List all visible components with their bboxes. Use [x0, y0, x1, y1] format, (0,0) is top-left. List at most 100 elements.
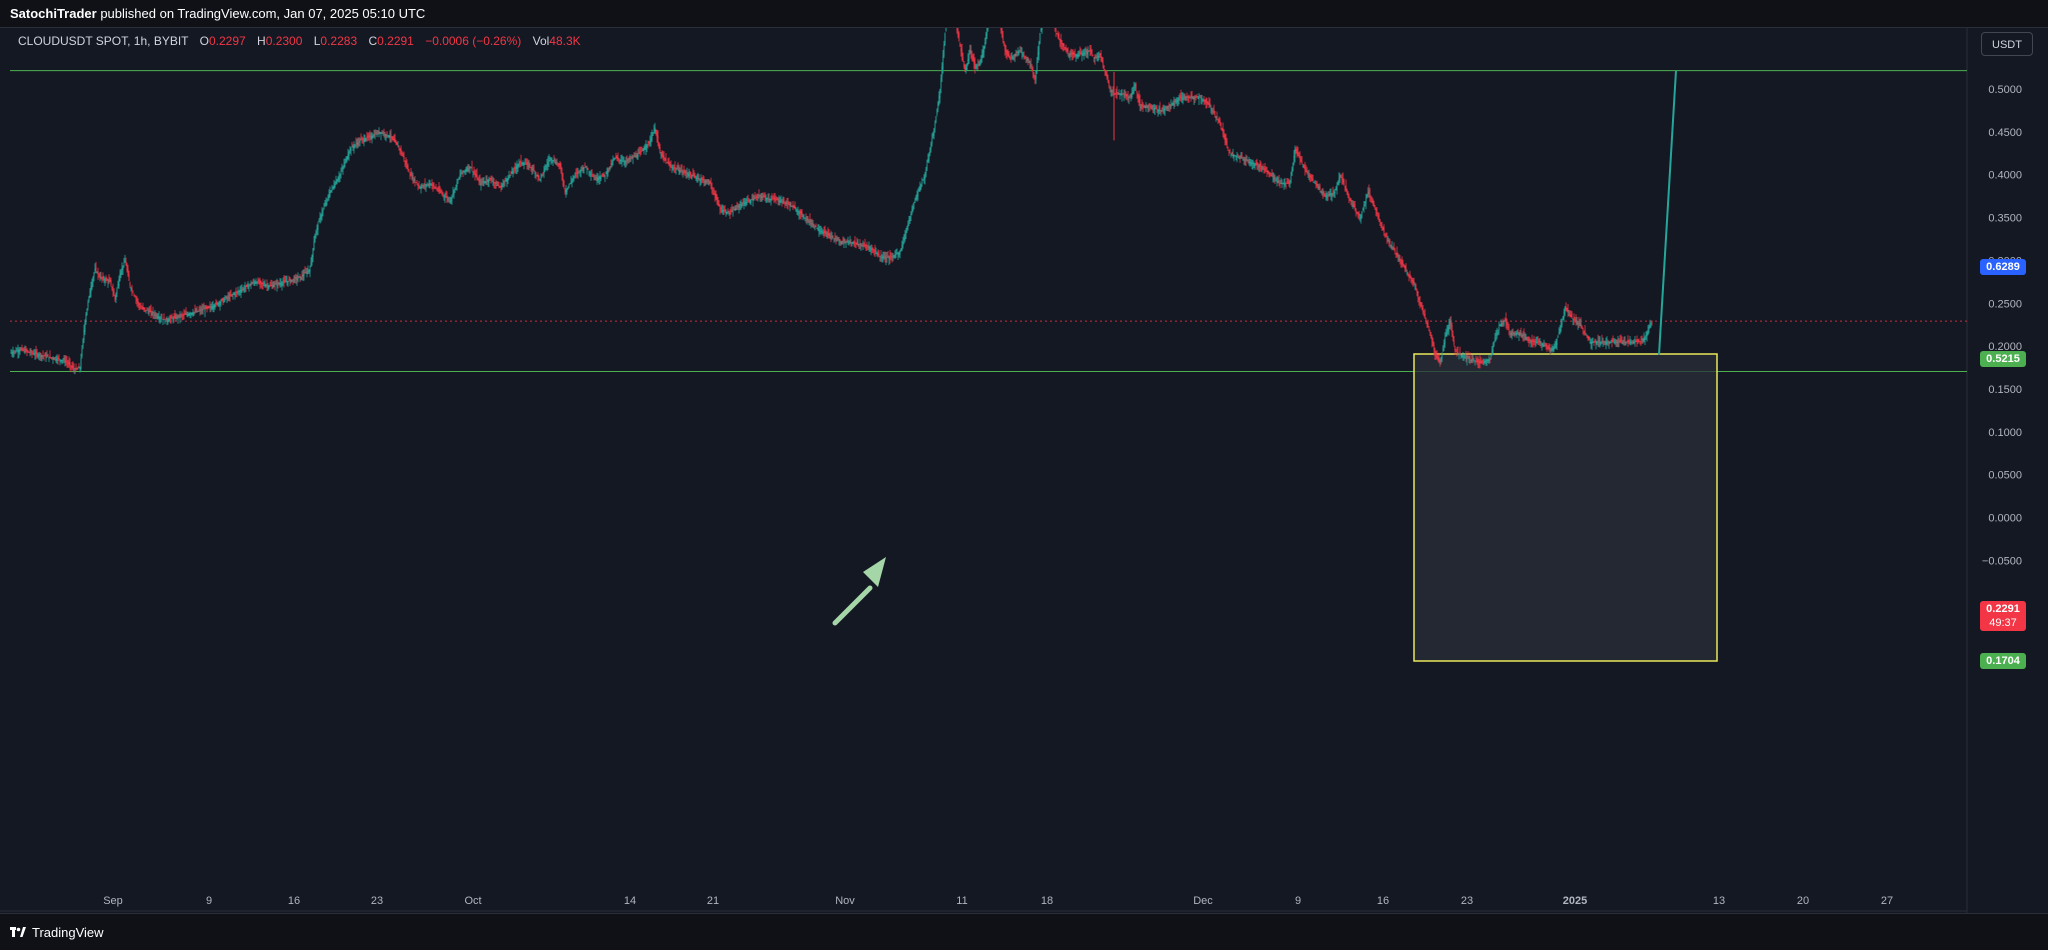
candle-body: [1479, 360, 1481, 364]
candle-body: [474, 173, 476, 175]
candle-body: [1370, 198, 1372, 200]
candle-body: [1224, 135, 1226, 141]
candle-body: [276, 284, 278, 287]
candle-body: [1382, 227, 1384, 230]
candle-body: [1580, 322, 1582, 327]
candle-body: [421, 186, 423, 188]
time-axis-label: 2025: [1563, 895, 1587, 907]
candle-body: [943, 44, 945, 56]
candle-body: [314, 234, 316, 243]
candle-body: [756, 196, 758, 198]
candle-body: [1333, 192, 1335, 195]
candle-body: [53, 358, 55, 360]
candle-body: [264, 284, 266, 287]
author-name[interactable]: SatochiTrader: [10, 6, 97, 21]
candle-body: [1407, 273, 1409, 275]
candle-body: [132, 292, 134, 294]
candle-body: [308, 269, 310, 272]
candle-body: [1413, 281, 1415, 285]
candle-body: [1528, 339, 1530, 341]
candle-body: [1268, 173, 1270, 175]
candle-body: [1326, 195, 1328, 198]
candle-body: [1565, 306, 1567, 310]
candle-body: [1503, 321, 1505, 325]
candle-body: [1203, 99, 1205, 101]
candle-body: [1617, 341, 1619, 343]
candle-body: [880, 255, 882, 257]
candle-body: [498, 185, 500, 187]
symbol-name[interactable]: CLOUDUSDT SPOT, 1h, BYBIT: [18, 34, 189, 48]
candle-body: [1243, 159, 1245, 160]
candle-body: [757, 196, 759, 198]
candle-body: [1341, 178, 1343, 180]
publish-header: SatochiTrader published on TradingView.c…: [0, 0, 2048, 28]
candle-body: [1552, 347, 1554, 351]
candle-body: [821, 231, 823, 233]
candle-body: [1410, 277, 1412, 280]
candle-body: [439, 190, 441, 192]
candle-body: [1480, 361, 1482, 363]
candle-body: [662, 154, 664, 158]
candle-body: [487, 179, 489, 183]
candle-body: [755, 197, 757, 199]
candle-body: [1241, 155, 1243, 159]
candle-body: [769, 198, 771, 200]
candle-body: [1201, 99, 1203, 101]
candle-body: [1160, 109, 1162, 112]
candle-body: [1066, 49, 1068, 51]
candle-body: [1539, 341, 1541, 343]
candle-body: [382, 133, 384, 135]
currency-button[interactable]: USDT: [1981, 32, 2033, 56]
candle-body: [890, 256, 892, 258]
candle-body: [1184, 97, 1186, 100]
candle-body: [1192, 97, 1194, 99]
candle-body: [1389, 240, 1391, 244]
candle-body: [1006, 50, 1008, 54]
change-value: −0.0006 (−0.26%): [425, 34, 522, 48]
candle-body: [1521, 334, 1523, 337]
candle-body: [965, 67, 967, 72]
candle-body: [1605, 341, 1607, 344]
candle-body: [63, 358, 65, 361]
candle-body: [20, 348, 22, 350]
brand-name[interactable]: TradingView: [32, 924, 104, 940]
candle-body: [1317, 187, 1319, 188]
candle-body: [477, 179, 479, 181]
candle-body: [119, 273, 121, 281]
candle-body: [906, 227, 908, 231]
candle-body: [356, 142, 358, 144]
candle-body: [1081, 53, 1083, 56]
candle-body: [1054, 28, 1056, 30]
candle-body: [196, 309, 198, 312]
low-label: L: [313, 34, 321, 48]
candle-body: [1238, 157, 1240, 159]
candle-body: [872, 248, 874, 251]
candle-body: [933, 128, 935, 136]
candle-body: [292, 278, 294, 280]
candle-body: [99, 277, 101, 279]
candle-body: [1494, 337, 1496, 341]
candle-body: [245, 285, 247, 287]
candle-body: [566, 188, 568, 192]
candle-body: [839, 239, 841, 242]
candle-body: [978, 64, 980, 65]
candle-body: [572, 178, 574, 180]
candle-body: [1401, 260, 1403, 264]
candle-body: [859, 243, 861, 245]
candle-body: [307, 270, 309, 272]
candle-body: [371, 136, 373, 139]
candle-body: [1586, 336, 1588, 338]
candle-body: [672, 167, 674, 169]
candle-body: [328, 194, 330, 198]
candle-body: [814, 226, 816, 227]
candle-body: [1390, 244, 1392, 246]
up-right-arrow-icon: [832, 557, 886, 626]
candle-body: [1574, 319, 1576, 321]
candle-body: [871, 247, 873, 250]
candle-body: [739, 204, 741, 206]
chart-area[interactable]: 0.85000.80000.75000.70000.65000.60000.55…: [0, 28, 2048, 913]
candle-body: [1228, 150, 1230, 151]
candle-body: [105, 278, 107, 281]
candle-body: [1462, 355, 1464, 357]
price-chart[interactable]: 0.85000.80000.75000.70000.65000.60000.55…: [0, 28, 2048, 913]
